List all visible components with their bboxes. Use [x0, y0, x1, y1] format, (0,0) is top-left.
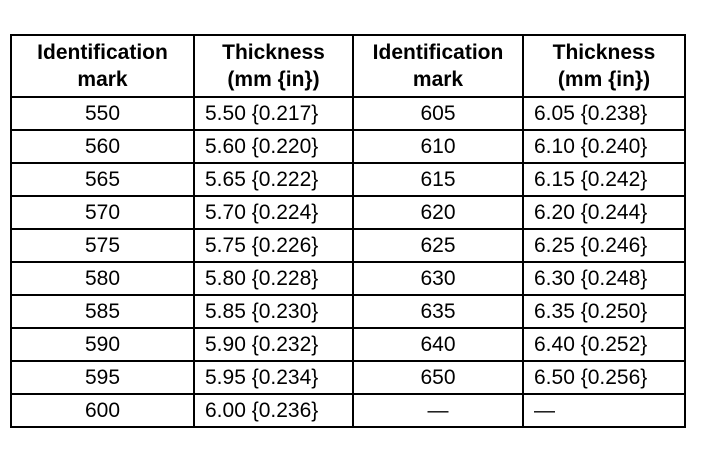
table-row: 575 5.75 {0.226} 625 6.25 {0.246}: [10, 228, 686, 263]
mark-cell: 650: [352, 360, 524, 395]
table-row: 600 6.00 {0.236} — —: [10, 393, 686, 428]
table-row: 565 5.65 {0.222} 615 6.15 {0.242}: [10, 162, 686, 197]
thickness-cell: 6.50 {0.256}: [522, 360, 686, 395]
table-row: 550 5.50 {0.217} 605 6.05 {0.238}: [10, 96, 686, 131]
thickness-cell: 6.25 {0.246}: [522, 228, 686, 263]
header-cell: Identification mark: [352, 34, 524, 98]
mark-cell: 595: [10, 360, 195, 395]
mark-cell: 575: [10, 228, 195, 263]
table-row: 560 5.60 {0.220} 610 6.10 {0.240}: [10, 129, 686, 164]
mark-cell: 620: [352, 195, 524, 230]
thickness-cell: 5.65 {0.222}: [193, 162, 354, 197]
mark-cell: 585: [10, 294, 195, 329]
header-cell: Thickness (mm {in}): [193, 34, 354, 98]
mark-cell: 615: [352, 162, 524, 197]
thickness-cell: 5.95 {0.234}: [193, 360, 354, 395]
mark-cell: 630: [352, 261, 524, 296]
header-text: Identification: [37, 41, 168, 64]
thickness-cell: 5.75 {0.226}: [193, 228, 354, 263]
thickness-cell: 6.40 {0.252}: [522, 327, 686, 362]
thickness-cell: 6.05 {0.238}: [522, 96, 686, 131]
mark-cell: 590: [10, 327, 195, 362]
header-text: mark: [77, 68, 128, 91]
mark-cell: 600: [10, 393, 195, 428]
mark-cell: 635: [352, 294, 524, 329]
header-text: Thickness: [222, 41, 325, 64]
thickness-cell: 6.30 {0.248}: [522, 261, 686, 296]
thickness-cell: 5.90 {0.232}: [193, 327, 354, 362]
thickness-cell: 5.50 {0.217}: [193, 96, 354, 131]
table-row: 585 5.85 {0.230} 635 6.35 {0.250}: [10, 294, 686, 329]
header-text: mark: [412, 68, 464, 91]
header-cell: Thickness (mm {in}): [522, 34, 686, 98]
table-row: 590 5.90 {0.232} 640 6.40 {0.252}: [10, 327, 686, 362]
mark-cell: 605: [352, 96, 524, 131]
thickness-cell: 6.15 {0.242}: [522, 162, 686, 197]
header-text: Thickness: [552, 41, 656, 64]
thickness-cell: 6.00 {0.236}: [193, 393, 354, 428]
mark-cell: 565: [10, 162, 195, 197]
thickness-table: Identification mark Thickness (mm {in}) Iden…: [10, 34, 686, 428]
thickness-cell: 6.35 {0.250}: [522, 294, 686, 329]
mark-cell: 580: [10, 261, 195, 296]
mark-cell: 570: [10, 195, 195, 230]
mark-cell: 625: [352, 228, 524, 263]
header-row: Identification mark Thickness (mm {in}) Iden…: [10, 34, 686, 98]
mark-cell: 640: [352, 327, 524, 362]
header-text: (mm {in}): [227, 68, 320, 91]
table-body: 550 5.50 {0.217} 605 6.05 {0.238} 560 5.60 {0…: [10, 96, 686, 428]
thickness-cell: 5.70 {0.224}: [193, 195, 354, 230]
thickness-cell: 5.85 {0.230}: [193, 294, 354, 329]
thickness-cell: 6.20 {0.244}: [522, 195, 686, 230]
table-row: 595 5.95 {0.234} 650 6.50 {0.256}: [10, 360, 686, 395]
mark-cell: 610: [352, 129, 524, 164]
mark-cell: 560: [10, 129, 195, 164]
table-row: 580 5.80 {0.228} 630 6.30 {0.248}: [10, 261, 686, 296]
thickness-cell: —: [522, 393, 686, 428]
header-text: Identification: [372, 41, 504, 64]
thickness-cell: 5.80 {0.228}: [193, 261, 354, 296]
thickness-cell: 6.10 {0.240}: [522, 129, 686, 164]
header-text: (mm {in}): [557, 68, 651, 91]
table-row: 570 5.70 {0.224} 620 6.20 {0.244}: [10, 195, 686, 230]
thickness-cell: 5.60 {0.220}: [193, 129, 354, 164]
mark-cell: 550: [10, 96, 195, 131]
mark-cell: —: [352, 393, 524, 428]
header-cell: Identification mark: [10, 34, 195, 98]
